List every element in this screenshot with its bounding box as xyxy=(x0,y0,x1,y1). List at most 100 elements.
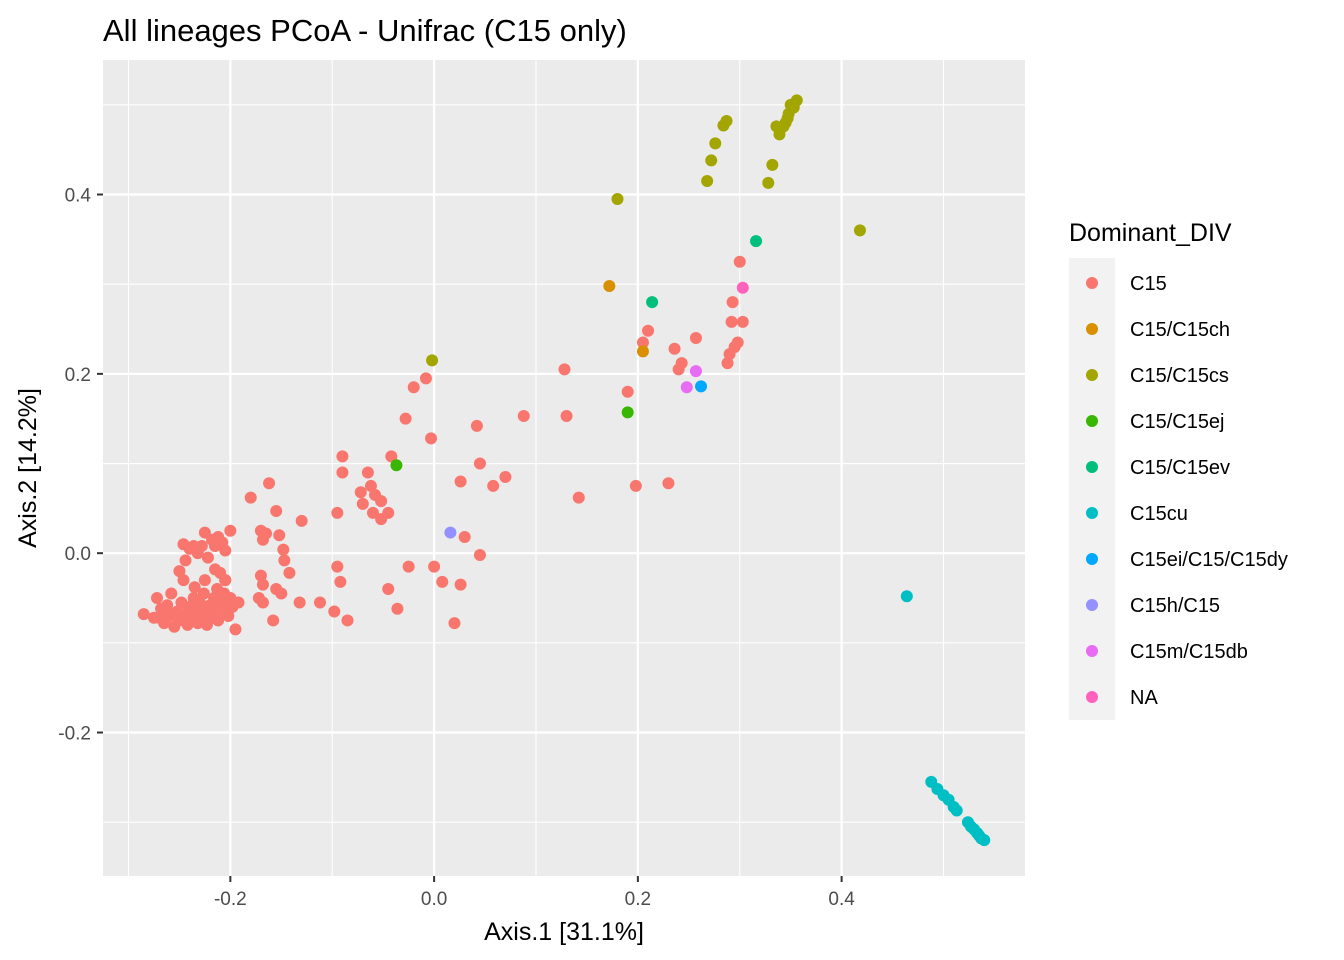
data-point-c15 xyxy=(331,506,344,519)
legend-title: Dominant_DIV xyxy=(1069,219,1232,247)
chart-title: All lineages PCoA - Unifrac (C15 only) xyxy=(103,13,627,48)
data-point-c15cu xyxy=(900,590,913,603)
y-tick-label: 0.0 xyxy=(65,544,91,565)
data-point-c15 xyxy=(263,477,276,490)
data-point-c15 xyxy=(195,540,208,553)
data-point-c15 xyxy=(572,491,585,504)
data-point-c15 xyxy=(473,548,486,561)
data-points xyxy=(137,94,991,847)
data-point-c15 xyxy=(207,602,220,615)
data-point-c15 xyxy=(224,524,237,537)
data-point-c15-c15cs xyxy=(426,354,439,367)
data-point-c15 xyxy=(436,575,449,588)
legend-items: C15 C15/C15ch C15/C15cs C15/C15ej C15/C15ev C… xyxy=(1086,273,1288,709)
data-point-c15 xyxy=(219,544,232,557)
data-point-c15 xyxy=(642,324,655,337)
data-point-c15 xyxy=(260,527,273,540)
data-point-c15 xyxy=(219,574,232,587)
legend-label-c15cu: C15cu xyxy=(1130,503,1188,525)
data-point-c15 xyxy=(198,574,211,587)
legend-label-c15h-c15: C15h/C15 xyxy=(1130,595,1220,617)
data-point-c15 xyxy=(336,466,349,479)
data-point-c15 xyxy=(201,551,214,564)
data-point-c15-c15ej xyxy=(621,406,634,419)
data-point-c15 xyxy=(336,450,349,463)
legend-key-c15-c15ev xyxy=(1086,461,1098,473)
data-point-c15 xyxy=(270,505,283,518)
data-point-c15 xyxy=(668,342,681,355)
data-point-c15 xyxy=(407,381,420,394)
data-point-c15 xyxy=(636,336,649,349)
legend-key-c15ei-c15-c15dy xyxy=(1086,553,1098,565)
data-point-c15 xyxy=(277,543,290,556)
data-point-c15 xyxy=(334,575,347,588)
data-point-c15 xyxy=(314,596,327,609)
data-point-c15-c15cs xyxy=(611,192,624,205)
data-point-c15 xyxy=(675,357,688,370)
legend-key-c15cu xyxy=(1086,507,1098,519)
data-point-c15 xyxy=(662,477,675,490)
data-point-c15 xyxy=(188,581,201,594)
data-point-c15 xyxy=(361,466,374,479)
data-point-c15-c15cs xyxy=(720,114,733,127)
data-point-c15 xyxy=(731,336,744,349)
data-point-c15 xyxy=(487,479,500,492)
data-point-c15 xyxy=(721,357,734,370)
data-point-c15m-c15db xyxy=(689,365,702,378)
data-point-c15 xyxy=(382,506,395,519)
legend-label-c15: C15 xyxy=(1130,273,1167,295)
data-point-c15-c15ch xyxy=(636,345,649,358)
data-point-c15 xyxy=(382,583,395,596)
data-point-c15 xyxy=(278,554,291,567)
data-point-c15 xyxy=(173,565,186,578)
data-point-c15 xyxy=(176,611,189,624)
data-point-c15 xyxy=(689,331,702,344)
data-point-c15 xyxy=(736,315,749,328)
data-point-c15 xyxy=(212,614,225,627)
data-point-c15h-c15 xyxy=(444,526,457,539)
legend-label-c15ei-c15-c15dy: C15ei/C15/C15dy xyxy=(1130,549,1288,571)
data-point-c15 xyxy=(499,470,512,483)
data-point-c15m-c15db xyxy=(680,381,693,394)
data-point-c15-c15cs xyxy=(766,158,779,171)
data-point-c15 xyxy=(153,611,166,624)
data-point-c15 xyxy=(217,599,230,612)
legend-key-c15-c15ch xyxy=(1086,323,1098,335)
data-point-c15cu xyxy=(950,804,963,817)
data-point-c15-c15cs xyxy=(762,176,775,189)
data-point-c15 xyxy=(229,623,242,636)
data-point-c15 xyxy=(196,606,209,619)
x-axis-title: Axis.1 [31.1%] xyxy=(484,918,644,946)
legend-key-c15h-c15 xyxy=(1086,599,1098,611)
data-point-c15 xyxy=(473,457,486,470)
data-point-c15 xyxy=(560,409,573,422)
y-tick-label: 0.2 xyxy=(65,365,91,386)
legend: Dominant_DIV C15 C15/C15ch C15/C15cs C15/C1… xyxy=(1069,219,1288,720)
data-point-c15 xyxy=(293,596,306,609)
legend-key-c15-c15ej xyxy=(1086,415,1098,427)
data-point-c15 xyxy=(725,315,738,328)
data-point-c15 xyxy=(391,602,404,615)
data-point-c15 xyxy=(283,566,296,579)
data-point-c15 xyxy=(328,605,341,618)
data-point-c15 xyxy=(558,363,571,376)
data-point-c15 xyxy=(295,514,308,527)
data-point-c15 xyxy=(197,587,210,600)
legend-label-c15m-c15db: C15m/C15db xyxy=(1130,641,1248,663)
data-point-c15 xyxy=(179,554,192,567)
data-point-c15 xyxy=(161,599,174,612)
data-point-c15-c15cs xyxy=(705,154,718,167)
data-point-c15 xyxy=(733,255,746,268)
data-point-c15 xyxy=(419,372,432,385)
legend-label-c15-c15ev: C15/C15ev xyxy=(1130,457,1230,479)
data-point-c15 xyxy=(399,412,412,425)
data-point-c15 xyxy=(137,608,150,621)
data-point-c15 xyxy=(354,486,367,499)
y-tick-label: 0.4 xyxy=(65,186,92,207)
data-point-c15-c15ej xyxy=(390,459,403,472)
data-point-c15 xyxy=(385,450,398,463)
y-axis-title: Axis.2 [14.2%] xyxy=(14,388,42,548)
data-point-c15 xyxy=(341,614,354,627)
data-point-c15 xyxy=(375,495,388,508)
data-point-c15 xyxy=(621,385,634,398)
